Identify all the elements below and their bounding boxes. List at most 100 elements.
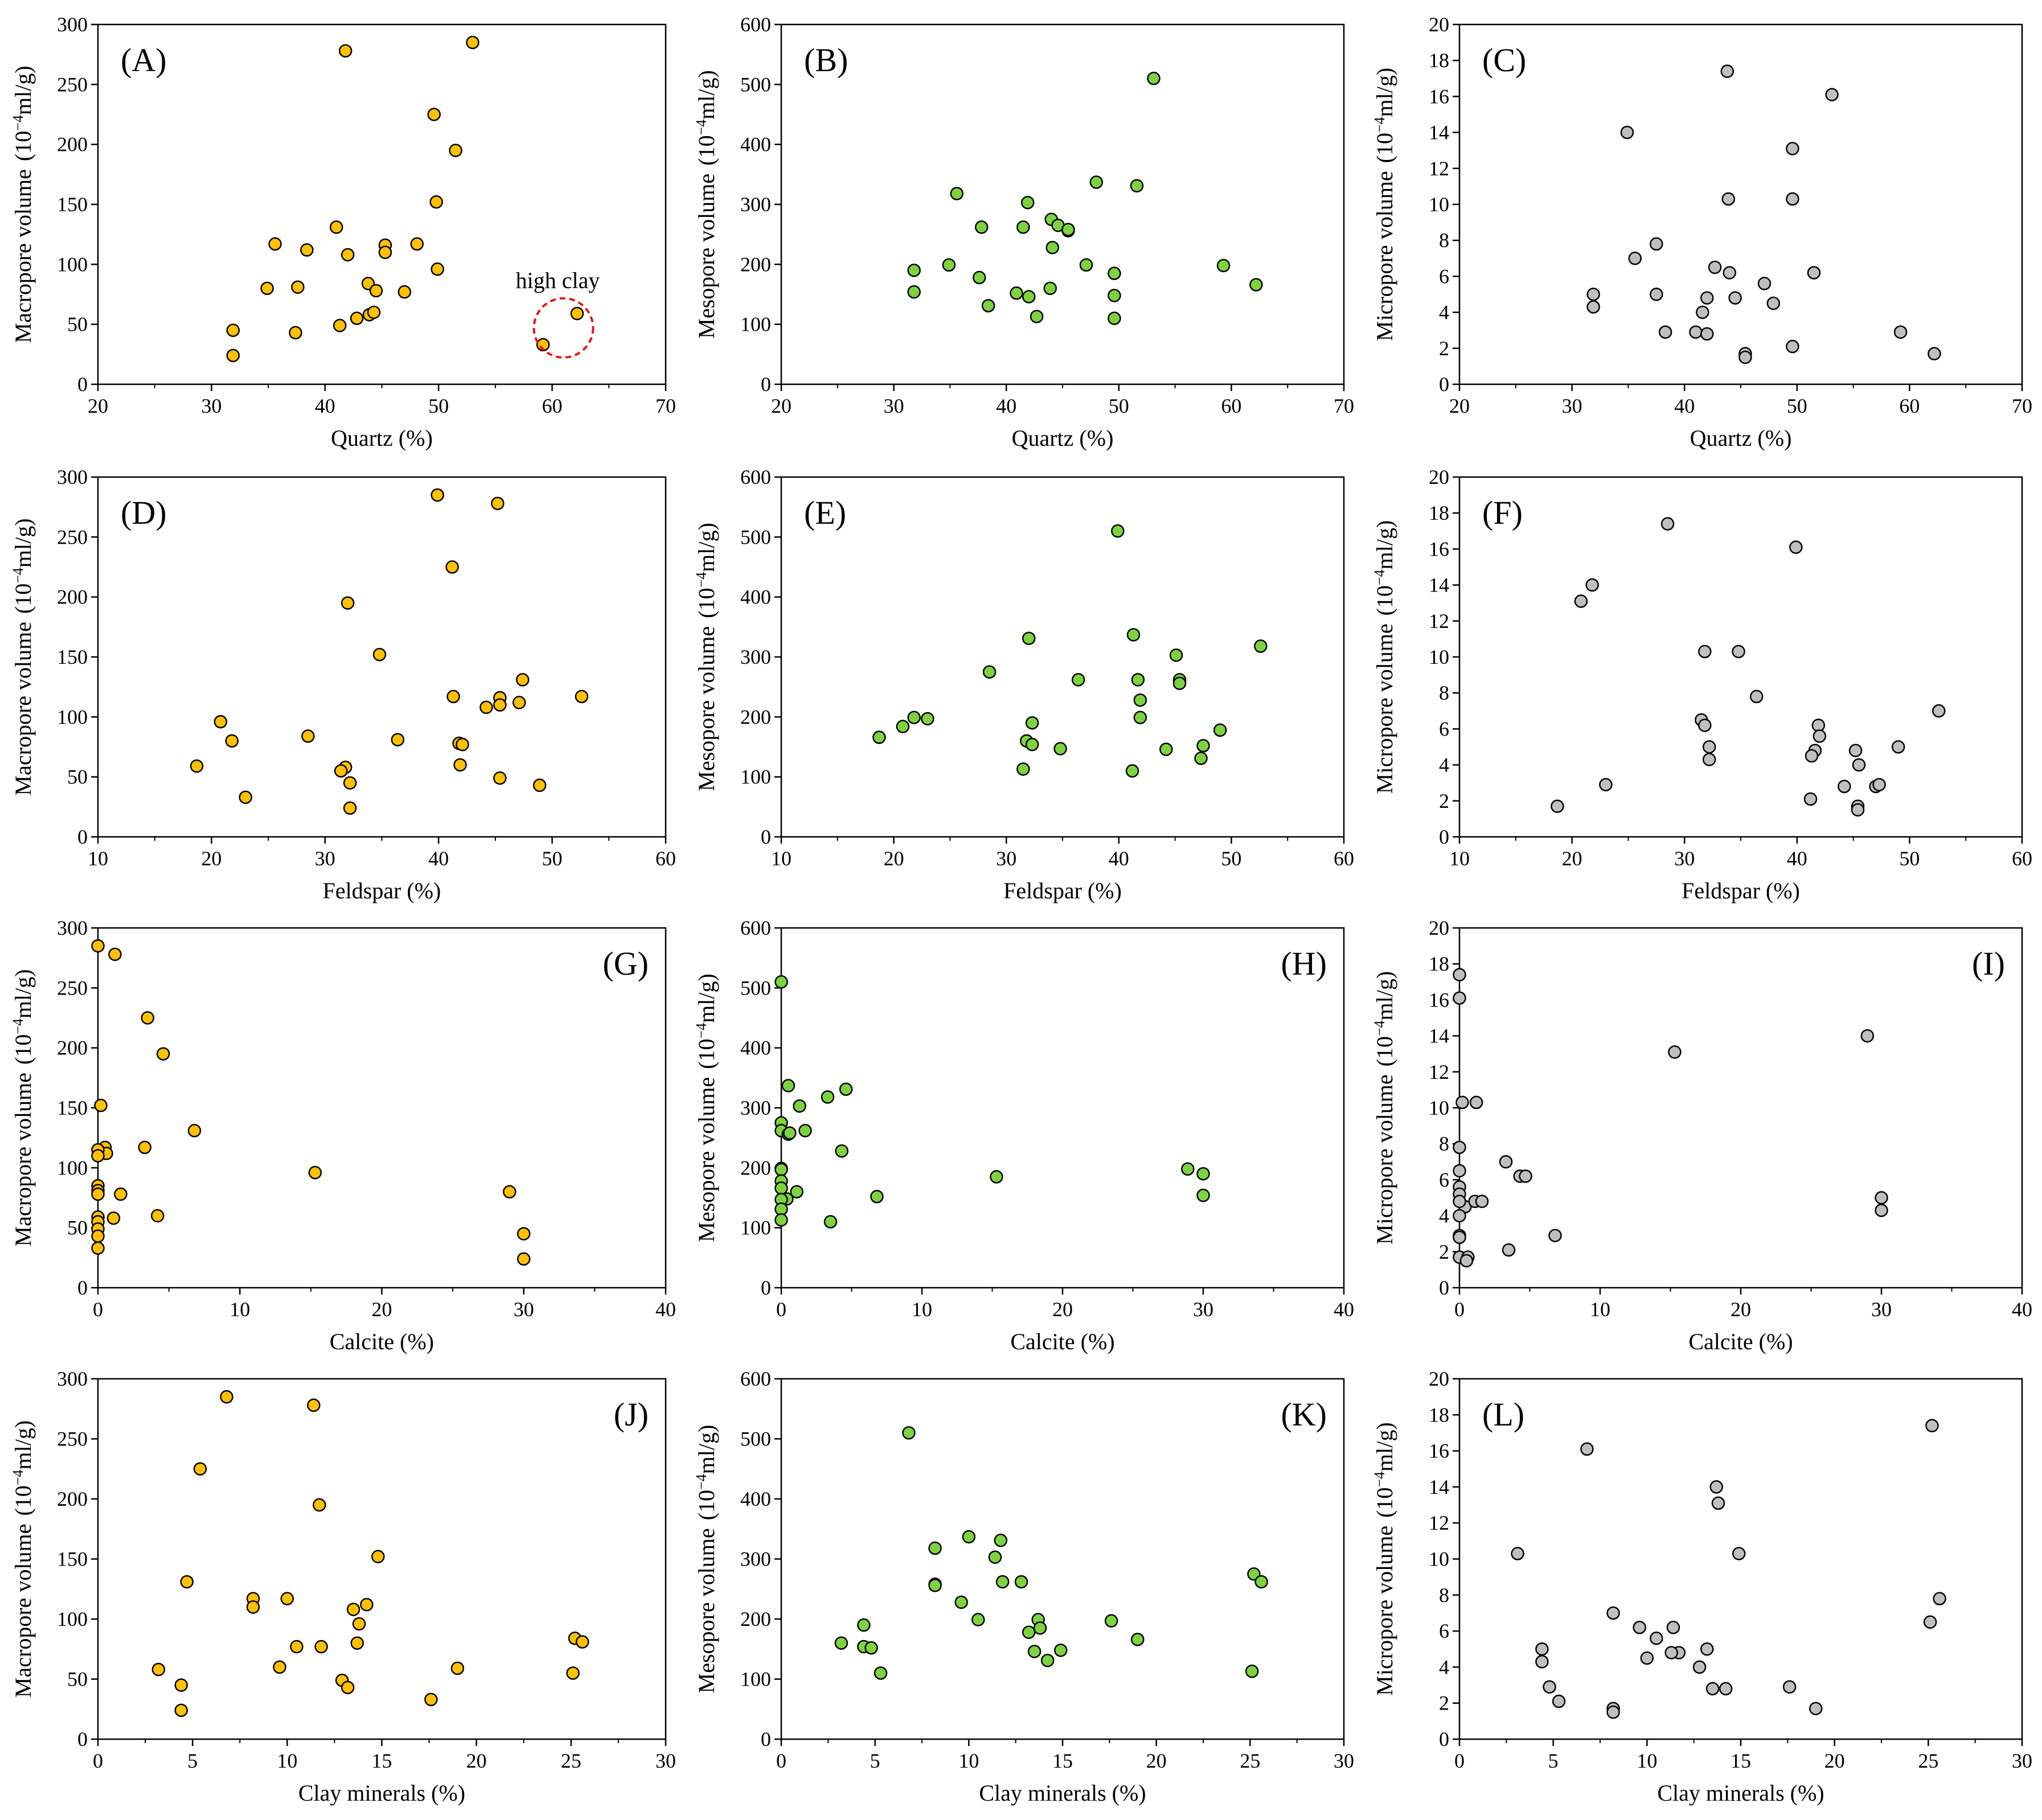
data-point bbox=[921, 712, 934, 726]
y-tick-label: 200 bbox=[57, 133, 88, 156]
data-point bbox=[410, 237, 424, 251]
y-tick-label: 200 bbox=[57, 586, 88, 609]
data-point bbox=[338, 44, 352, 58]
data-point bbox=[150, 1209, 165, 1223]
data-point bbox=[1658, 325, 1672, 339]
y-tick-label: 0 bbox=[77, 1276, 88, 1299]
data-point bbox=[950, 187, 964, 200]
panel-label: (C) bbox=[1482, 42, 1526, 79]
y-axis-label-unit-exp: −4 bbox=[693, 1474, 710, 1490]
data-point bbox=[1194, 751, 1208, 765]
data-point bbox=[907, 710, 921, 725]
data-point bbox=[995, 1575, 1010, 1589]
data-point bbox=[214, 715, 228, 729]
x-tick-label: 20 bbox=[1824, 1749, 1845, 1772]
data-point bbox=[307, 1398, 321, 1412]
y-tick-label: 300 bbox=[57, 466, 88, 488]
y-tick-label: 300 bbox=[57, 1367, 88, 1390]
data-point bbox=[503, 1185, 516, 1199]
panel-label: (D) bbox=[121, 494, 167, 531]
data-point bbox=[781, 1079, 796, 1092]
data-point bbox=[301, 729, 315, 743]
data-point bbox=[1519, 1169, 1532, 1183]
data-point bbox=[466, 35, 479, 50]
y-tick-label: 150 bbox=[57, 193, 88, 216]
data-point bbox=[1805, 749, 1819, 763]
y-axis-label-unit: (10 bbox=[694, 135, 719, 166]
y-tick-label: 18 bbox=[1429, 1403, 1449, 1426]
high-clay-highlight bbox=[532, 297, 594, 359]
x-tick-label: 40 bbox=[655, 1298, 676, 1321]
data-point bbox=[798, 1124, 812, 1137]
data-point bbox=[190, 759, 204, 773]
x-axis-label: Feldspar (%) bbox=[1682, 878, 1800, 903]
data-point bbox=[138, 1140, 152, 1155]
data-point bbox=[220, 1390, 233, 1404]
data-point bbox=[391, 733, 405, 747]
data-point bbox=[821, 1090, 835, 1104]
data-point bbox=[493, 698, 507, 712]
data-point bbox=[823, 1215, 838, 1229]
y-tick-label: 50 bbox=[67, 313, 88, 336]
data-point bbox=[1108, 311, 1121, 325]
data-point bbox=[1453, 1209, 1466, 1223]
y-axis-label-text: Mesopore volume bbox=[694, 1528, 719, 1693]
data-point bbox=[1925, 1419, 1939, 1433]
y-tick-label: 10 bbox=[1429, 193, 1449, 216]
data-point bbox=[576, 1635, 589, 1649]
data-point bbox=[260, 281, 274, 295]
data-point bbox=[1014, 1575, 1028, 1589]
data-point bbox=[94, 1099, 108, 1112]
data-point bbox=[1071, 673, 1085, 687]
data-point bbox=[1809, 1702, 1823, 1715]
data-point bbox=[570, 306, 584, 321]
y-axis-label-text: Macropore volume bbox=[10, 169, 36, 343]
data-point bbox=[1585, 578, 1599, 592]
data-point bbox=[1130, 179, 1144, 193]
data-point bbox=[774, 1213, 788, 1227]
panel-f: 10 20 30 40 50 60 0 2 4 6 8 10 12 14 16 18 20 Feldspar (%… bbox=[1371, 466, 2032, 903]
x-axis-label: Calcite (%) bbox=[1688, 1329, 1793, 1354]
data-point bbox=[1022, 290, 1036, 303]
plot-frame bbox=[97, 927, 667, 1289]
x-tick-label: 50 bbox=[1899, 847, 1920, 870]
data-point bbox=[1668, 1045, 1682, 1059]
data-point bbox=[988, 1550, 1002, 1564]
data-point bbox=[174, 1678, 188, 1692]
data-point bbox=[226, 348, 240, 363]
x-tick-label: 50 bbox=[1787, 395, 1807, 417]
y-tick-label: 500 bbox=[740, 976, 771, 999]
panel-label: (G) bbox=[602, 945, 649, 982]
data-point bbox=[268, 237, 282, 251]
data-point bbox=[1720, 64, 1735, 78]
x-tick-label: 10 bbox=[1637, 1749, 1657, 1772]
data-point bbox=[226, 323, 240, 337]
data-point bbox=[1169, 648, 1183, 662]
data-point bbox=[1053, 742, 1067, 755]
data-point bbox=[1599, 778, 1613, 792]
data-point bbox=[300, 243, 314, 257]
y-tick-label: 100 bbox=[740, 766, 771, 788]
y-axis-label: Micropore volume (10−4ml/g) bbox=[1371, 1422, 1397, 1695]
y-axis-label-unit: (10 bbox=[1372, 1036, 1397, 1066]
y-tick-label: 250 bbox=[57, 1428, 88, 1451]
x-tick-label: 20 bbox=[466, 1749, 487, 1772]
data-point bbox=[1738, 350, 1752, 364]
y-tick-label: 300 bbox=[57, 917, 88, 939]
y-axis-label-unit-end: ml/g) bbox=[1372, 68, 1397, 117]
x-tick-label: 30 bbox=[315, 847, 335, 870]
y-tick-label: 10 bbox=[1429, 1548, 1449, 1571]
data-point bbox=[1728, 291, 1742, 305]
data-point bbox=[1548, 1229, 1562, 1243]
y-tick-label: 14 bbox=[1429, 574, 1449, 597]
x-tick-label: 60 bbox=[1334, 847, 1354, 870]
data-point bbox=[350, 1636, 364, 1650]
panel-e: 10 20 30 40 50 600100200300400500600Feldspar … bbox=[693, 466, 1354, 903]
x-tick-label: 5 bbox=[187, 1749, 198, 1772]
data-point bbox=[990, 1170, 1003, 1184]
panel-i: 0 10 20 30 40 0 2 4 6 8 10 12 14 16 18 20 Calcite (%) Mic… bbox=[1371, 917, 2032, 1354]
data-point bbox=[108, 947, 122, 962]
data-point bbox=[517, 1252, 531, 1266]
data-point bbox=[106, 1211, 121, 1225]
